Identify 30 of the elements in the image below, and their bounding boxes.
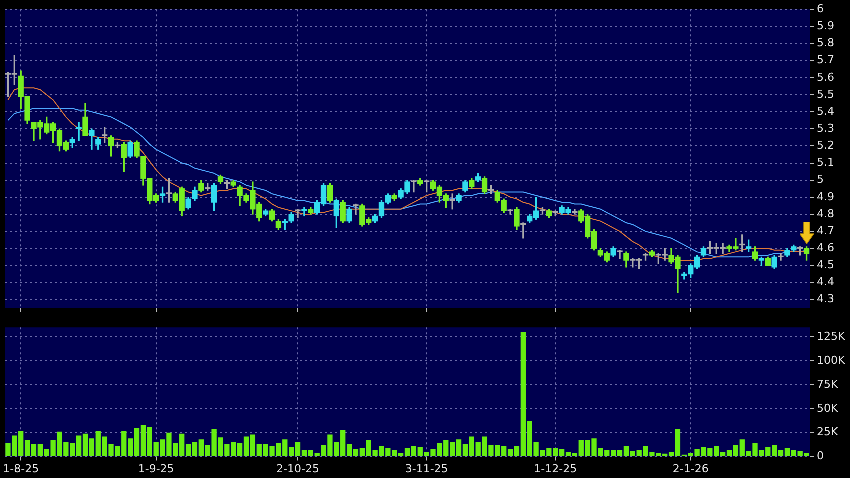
y-tick-label: 5.4	[817, 104, 834, 118]
x-tick-label: 1-8-25	[3, 462, 40, 476]
y-tick-label: 4.8	[817, 207, 834, 220]
y-tick-label: 50K	[817, 402, 839, 415]
x-tick-label: 3-11-25	[405, 462, 448, 476]
y-tick-label: 4.7	[817, 224, 834, 238]
x-tick-label: 2-1-26	[672, 462, 709, 476]
x-tick-label: 1-12-25	[534, 462, 578, 476]
y-tick-label: 100K	[817, 354, 846, 367]
y-tick-label: 6	[817, 2, 824, 16]
y-tick-label: 4.3	[817, 292, 834, 306]
y-tick-label: 5.3	[817, 122, 834, 135]
y-tick-label: 5	[817, 173, 824, 186]
y-tick-label: 4.6	[817, 242, 834, 254]
y-tick-label: 25K	[817, 426, 839, 439]
y-tick-label: 4.9	[817, 190, 834, 204]
y-tick-label: 4.5	[817, 258, 834, 272]
y-tick-label: 5.8	[817, 36, 834, 50]
y-tick-label: 5.7	[817, 54, 834, 67]
x-tick-label: 1-9-25	[138, 462, 174, 476]
y-tick-label: 5.2	[817, 139, 834, 152]
y-tick-label: 0	[817, 450, 824, 463]
y-tick-label: 5.9	[817, 20, 834, 33]
y-tick-label: 5.6	[817, 70, 834, 84]
x-tick-label: 2-10-25	[276, 462, 320, 476]
y-tick-label: 5.5	[817, 88, 834, 101]
y-tick-label: 4.4	[817, 276, 834, 289]
y-tick-label: 125K	[817, 330, 846, 344]
y-tick-label: 5.1	[817, 156, 834, 170]
y-tick-label: 75K	[817, 378, 839, 391]
